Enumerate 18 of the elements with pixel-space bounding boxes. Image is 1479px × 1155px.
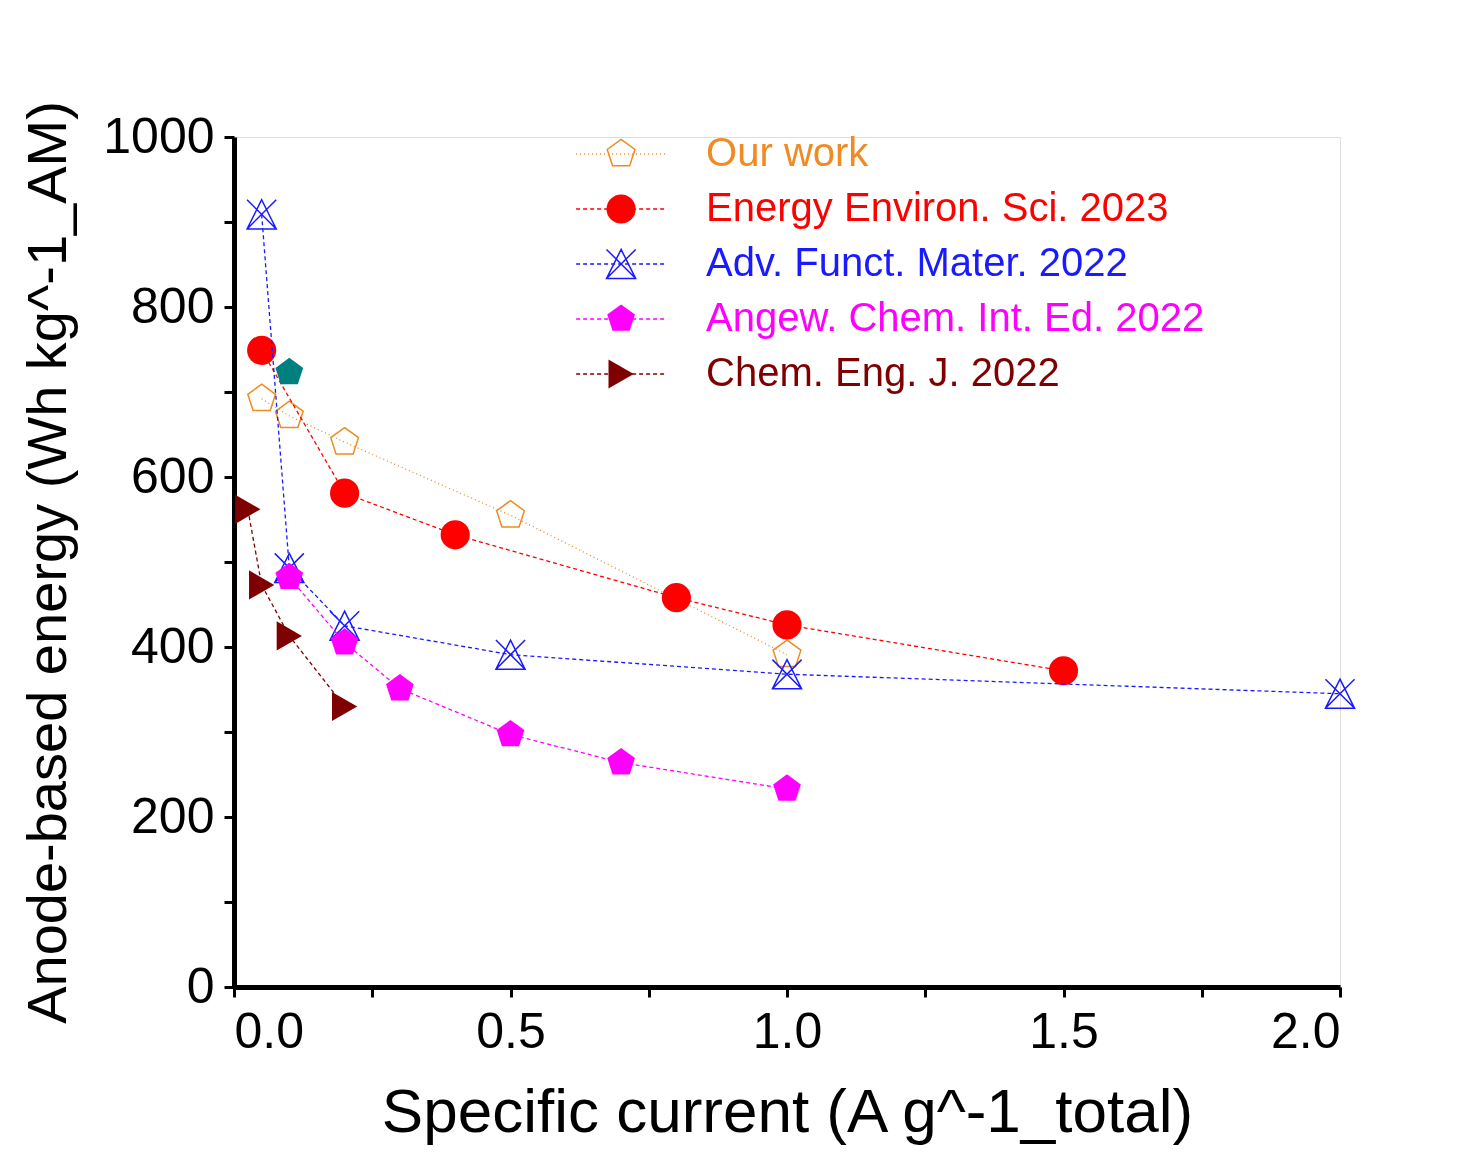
- legend-label: Energy Environ. Sci. 2023: [706, 185, 1169, 229]
- x-tick-label: 1.5: [1029, 1002, 1099, 1059]
- x-tick-label: 1.0: [752, 1002, 823, 1059]
- x-tick-label: 0.0: [234, 1002, 305, 1059]
- x-axis-title: Specific current (A g^-1_total): [381, 1075, 1194, 1145]
- y-tick-label: 0: [186, 957, 215, 1014]
- legend-label: Our work: [706, 130, 870, 174]
- legend-label: Chem. Eng. J. 2022: [706, 350, 1060, 394]
- y-tick-label: 200: [131, 787, 215, 844]
- x-tick-label: 2.0: [1270, 1002, 1341, 1059]
- y-tick-label: 600: [131, 447, 215, 504]
- legend-label: Angew. Chem. Int. Ed. 2022: [706, 295, 1205, 339]
- y-tick-label: 400: [131, 617, 215, 674]
- y-tick-label: 800: [131, 277, 215, 334]
- x-tick-label: 0.5: [476, 1002, 546, 1059]
- legend-label: Adv. Funct. Mater. 2022: [706, 240, 1128, 284]
- y-axis-title: Anode-based energy (Wh kg^-1_AM): [15, 101, 79, 1024]
- y-tick-label: 1000: [103, 107, 215, 164]
